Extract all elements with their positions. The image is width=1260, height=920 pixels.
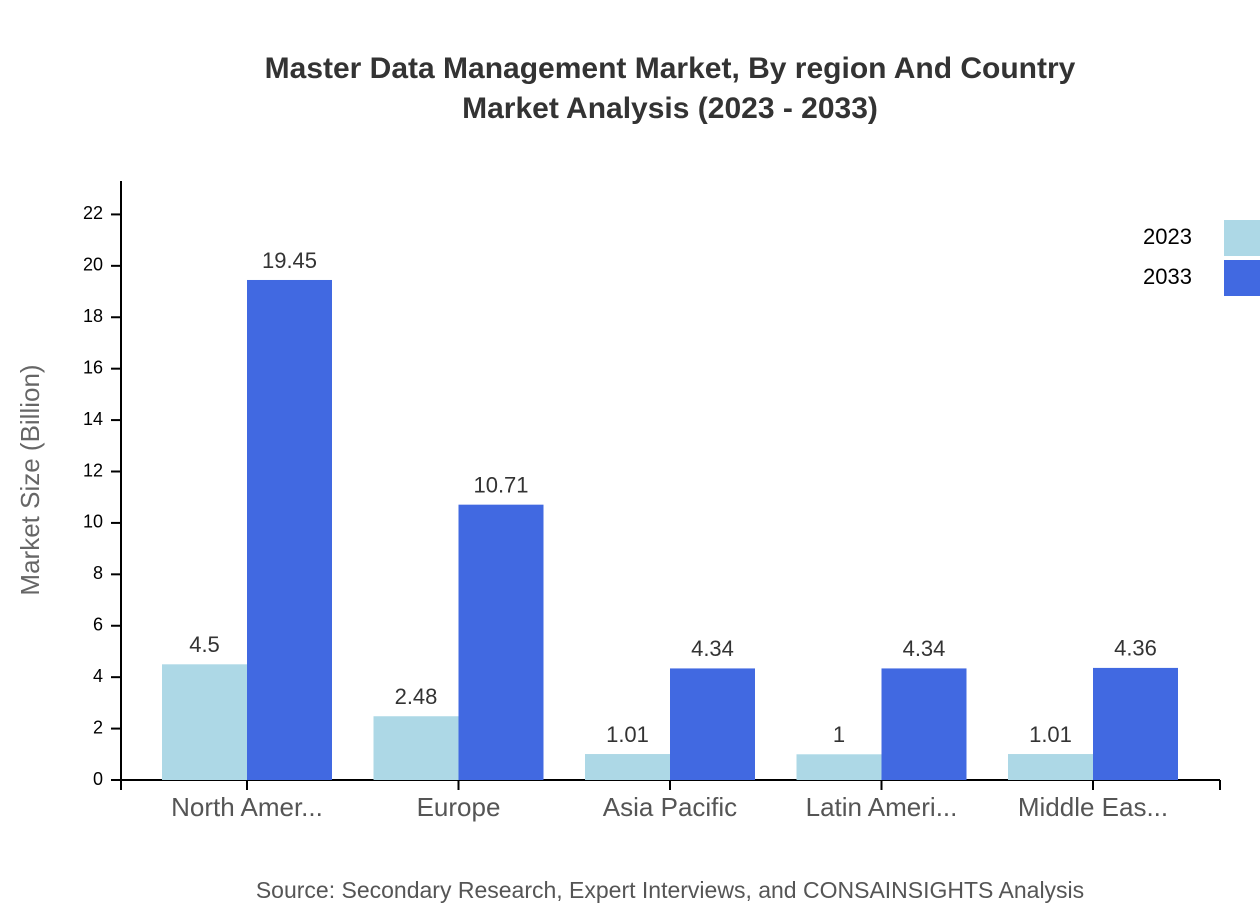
chart-title: Master Data Management Market, By region… xyxy=(265,52,1076,85)
value-label: 19.45 xyxy=(262,248,317,273)
legend-swatch xyxy=(1224,260,1260,296)
chart-subtitle: Market Analysis (2023 - 2033) xyxy=(462,92,878,125)
y-tick-label: 0 xyxy=(93,769,103,789)
legend-label: 2023 xyxy=(1143,224,1192,249)
y-tick-label: 10 xyxy=(83,512,103,532)
y-tick-label: 8 xyxy=(93,563,103,583)
bar xyxy=(1008,754,1093,780)
value-label: 4.34 xyxy=(903,636,946,661)
bar xyxy=(1093,667,1178,780)
value-label: 1.01 xyxy=(606,722,649,747)
bar xyxy=(373,716,459,780)
value-label: 4.34 xyxy=(691,636,734,661)
bar xyxy=(162,664,247,780)
y-axis-label: Market Size (Billion) xyxy=(15,364,45,595)
y-tick-label: 22 xyxy=(83,203,103,223)
value-label: 1.01 xyxy=(1029,722,1072,747)
bar xyxy=(796,754,882,780)
y-tick-label: 4 xyxy=(93,666,103,686)
source-note: Source: Secondary Research, Expert Inter… xyxy=(256,877,1084,903)
bar xyxy=(585,754,670,780)
x-tick-label: Europe xyxy=(417,792,501,822)
legend-swatch xyxy=(1224,220,1260,256)
value-label: 1 xyxy=(833,722,845,747)
value-label: 2.48 xyxy=(395,684,438,709)
bar xyxy=(881,668,967,780)
bar xyxy=(247,279,332,780)
value-label: 10.71 xyxy=(473,472,528,497)
value-label: 4.36 xyxy=(1114,636,1157,661)
x-tick-label: North Amer... xyxy=(171,792,323,822)
y-tick-label: 20 xyxy=(83,255,103,275)
legend-label: 2033 xyxy=(1143,264,1192,289)
x-tick-label: Middle Eas... xyxy=(1018,792,1168,822)
value-label: 4.5 xyxy=(189,632,220,657)
y-tick-label: 16 xyxy=(83,357,103,377)
y-tick-label: 18 xyxy=(83,306,103,326)
y-tick-label: 2 xyxy=(93,717,103,737)
bar xyxy=(458,504,544,780)
x-tick-label: Asia Pacific xyxy=(603,792,737,822)
y-tick-label: 14 xyxy=(83,409,103,429)
x-tick-label: Latin Ameri... xyxy=(806,792,958,822)
bar xyxy=(670,668,755,780)
y-tick-label: 6 xyxy=(93,615,103,635)
y-tick-label: 12 xyxy=(83,460,103,480)
